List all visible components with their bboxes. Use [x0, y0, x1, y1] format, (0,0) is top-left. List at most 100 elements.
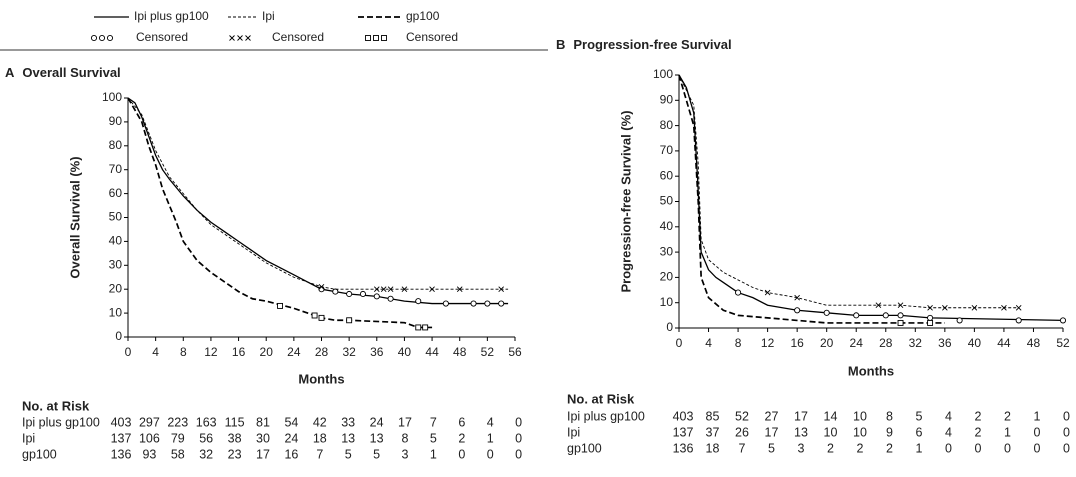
- censor-mark: [245, 35, 251, 41]
- x-tick-label: 12: [761, 336, 775, 350]
- risk-value: 0: [1004, 441, 1011, 455]
- censor-mark: [373, 35, 379, 41]
- x-tick-label: 24: [850, 336, 864, 350]
- censor-mark: [897, 312, 904, 319]
- risk-value: 8: [886, 409, 893, 423]
- censor-mark: [229, 35, 235, 41]
- risk-value: 14: [824, 409, 838, 423]
- censor-mark: [365, 35, 371, 41]
- censor-mark: [98, 34, 106, 42]
- x-tick-label: 32: [342, 345, 356, 359]
- risk-value: 0: [515, 447, 522, 461]
- risk-value: 137: [111, 431, 132, 445]
- censor-mark: [498, 286, 504, 293]
- risk-value: 17: [794, 409, 808, 423]
- risk-value: 0: [1063, 425, 1070, 439]
- risk-value: 56: [199, 431, 213, 445]
- risk-value: 136: [673, 441, 694, 455]
- risk-value: 7: [739, 441, 746, 455]
- risk-value: 1: [430, 447, 437, 461]
- risk-value: 18: [313, 431, 327, 445]
- x-tick-label: 12: [204, 345, 218, 359]
- y-tick-label: 50: [660, 194, 674, 208]
- risk-value: 4: [945, 425, 952, 439]
- censor-mark: [346, 290, 353, 298]
- survival-curve: [127, 97, 509, 290]
- risk-value: 0: [1034, 441, 1041, 455]
- censor-mark: [106, 34, 114, 42]
- risk-value: 13: [370, 431, 384, 445]
- y-tick-label: 70: [109, 162, 123, 176]
- risk-value: 32: [199, 447, 213, 461]
- risk-value: 0: [945, 441, 952, 455]
- risk-row-label: Ipi plus gp100: [22, 415, 100, 429]
- censor-mark: [422, 324, 429, 331]
- risk-value: 85: [706, 409, 720, 423]
- risk-value: 2: [975, 409, 982, 423]
- censor-mark: [318, 314, 325, 321]
- risk-value: 3: [798, 441, 805, 455]
- legend-censored-label: Censored: [136, 30, 188, 44]
- risk-value: 2: [1004, 409, 1011, 423]
- y-tick-label: 20: [109, 281, 123, 295]
- risk-value: 137: [673, 425, 694, 439]
- censor-mark: [359, 290, 367, 298]
- risk-value: 106: [139, 431, 160, 445]
- x-tick-label: 16: [790, 336, 804, 350]
- risk-value: 10: [853, 409, 867, 423]
- censor-mark: [90, 34, 98, 42]
- censor-mark: [794, 307, 801, 314]
- x-tick-label: 44: [997, 336, 1011, 350]
- risk-row-label: Ipi plus gp100: [567, 409, 645, 423]
- risk-value: 10: [824, 425, 838, 439]
- risk-value: 10: [853, 425, 867, 439]
- risk-value: 0: [458, 447, 465, 461]
- censor-mark: [897, 319, 904, 326]
- survival-curve: [127, 97, 509, 305]
- censor-mark: [380, 286, 387, 293]
- risk-value: 1: [1034, 409, 1041, 423]
- censor-mark: [373, 286, 380, 293]
- risk-value: 0: [1063, 441, 1070, 455]
- risk-value: 18: [706, 441, 720, 455]
- risk-value: 17: [398, 415, 412, 429]
- risk-value: 79: [171, 431, 185, 445]
- survival-curve: [678, 74, 945, 324]
- y-tick-label: 80: [660, 118, 674, 132]
- risk-value: 24: [370, 415, 384, 429]
- x-tick-label: 20: [260, 345, 274, 359]
- censor-mark: [498, 300, 505, 307]
- censor-mark: [484, 300, 491, 307]
- censor-mark: [1015, 317, 1022, 324]
- risk-value: 38: [228, 431, 242, 445]
- censor-mark: [1001, 304, 1007, 311]
- y-tick-label: 100: [653, 67, 673, 81]
- risk-value: 30: [256, 431, 270, 445]
- censor-mark: [735, 289, 742, 296]
- censor-mark: [875, 302, 882, 309]
- risk-value: 403: [111, 415, 132, 429]
- censor-mark: [1059, 317, 1067, 324]
- x-tick-label: 8: [735, 336, 742, 350]
- y-tick-label: 30: [660, 244, 674, 258]
- censor-mark: [387, 286, 394, 293]
- y-tick-label: 100: [102, 90, 122, 104]
- risk-value: 5: [373, 447, 380, 461]
- risk-value: 115: [225, 415, 245, 429]
- y-tick-label: 10: [109, 305, 123, 319]
- censor-mark: [346, 317, 353, 324]
- x-tick-label: 0: [125, 345, 132, 359]
- x-tick-label: 36: [370, 345, 384, 359]
- y-tick-label: 60: [109, 186, 123, 200]
- risk-table-title: No. at Risk: [22, 398, 90, 413]
- risk-value: 27: [765, 409, 779, 423]
- risk-value: 54: [284, 415, 298, 429]
- y-tick-label: 90: [109, 114, 123, 128]
- x-tick-label: 24: [287, 345, 301, 359]
- risk-value: 2: [857, 441, 864, 455]
- risk-value: 4: [487, 415, 494, 429]
- x-tick-label: 48: [453, 345, 467, 359]
- x-axis-label: Months: [298, 371, 344, 386]
- x-tick-label: 0: [676, 336, 683, 350]
- risk-table-title: No. at Risk: [567, 391, 635, 406]
